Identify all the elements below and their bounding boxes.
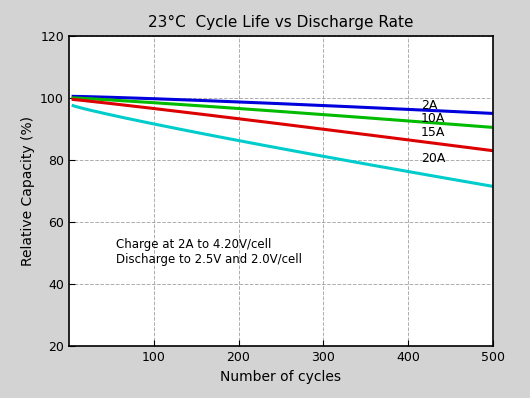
Title: 23°C  Cycle Life vs Discharge Rate: 23°C Cycle Life vs Discharge Rate: [148, 16, 413, 31]
Text: 10A: 10A: [421, 111, 445, 125]
Y-axis label: Relative Capacity (%): Relative Capacity (%): [21, 116, 34, 266]
Text: 20A: 20A: [421, 152, 445, 165]
Text: 15A: 15A: [421, 125, 445, 139]
Text: Charge at 2A to 4.20V/cell
Discharge to 2.5V and 2.0V/cell: Charge at 2A to 4.20V/cell Discharge to …: [116, 238, 302, 265]
X-axis label: Number of cycles: Number of cycles: [220, 370, 341, 384]
Text: 2A: 2A: [421, 99, 437, 112]
